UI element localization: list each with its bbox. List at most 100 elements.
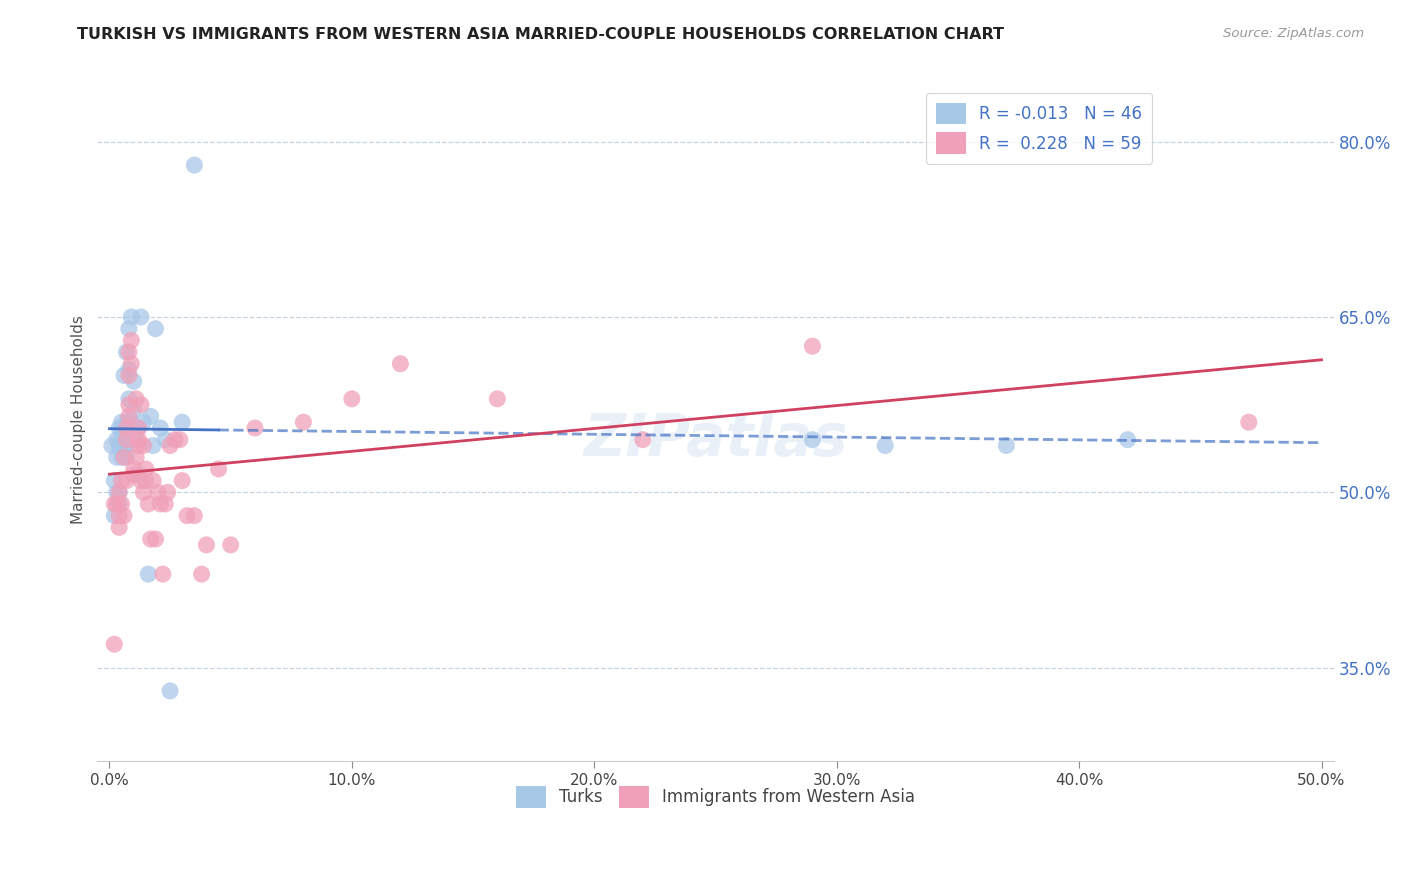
Point: [875, 438, 897, 452]
Point: [122, 403, 145, 417]
Point: [110, 415, 132, 429]
Point: [136, 567, 159, 582]
Point: [190, 567, 212, 582]
Point: [292, 415, 315, 429]
Point: [128, 421, 150, 435]
Point: [115, 415, 138, 429]
Point: [128, 438, 150, 452]
Point: [110, 421, 132, 435]
Point: [801, 433, 824, 447]
Point: [120, 334, 142, 348]
Point: [110, 433, 132, 447]
Point: [118, 368, 141, 383]
Point: [115, 433, 138, 447]
Point: [172, 474, 194, 488]
Point: [128, 467, 150, 482]
Point: [219, 538, 242, 552]
Point: [129, 398, 152, 412]
Point: [108, 508, 131, 523]
Legend: Turks, Immigrants from Western Asia: Turks, Immigrants from Western Asia: [509, 780, 922, 814]
Point: [118, 409, 141, 424]
Point: [108, 520, 131, 534]
Point: [183, 158, 205, 172]
Point: [152, 567, 174, 582]
Point: [155, 497, 177, 511]
Text: ZIPatlas: ZIPatlas: [583, 411, 848, 468]
Point: [136, 497, 159, 511]
Point: [118, 398, 141, 412]
Point: [132, 415, 155, 429]
Point: [112, 508, 135, 523]
Point: [110, 474, 132, 488]
Point: [128, 433, 150, 447]
Point: [1237, 415, 1260, 429]
Point: [115, 421, 138, 435]
Point: [159, 438, 181, 452]
Point: [120, 357, 142, 371]
Point: [118, 392, 141, 406]
Point: [115, 345, 138, 359]
Point: [115, 438, 138, 452]
Point: [112, 368, 135, 383]
Point: [135, 474, 157, 488]
Text: TURKISH VS IMMIGRANTS FROM WESTERN ASIA MARRIED-COUPLE HOUSEHOLDS CORRELATION CH: TURKISH VS IMMIGRANTS FROM WESTERN ASIA …: [77, 27, 1004, 42]
Point: [118, 321, 141, 335]
Point: [995, 438, 1018, 452]
Text: Source: ZipAtlas.com: Source: ZipAtlas.com: [1223, 27, 1364, 40]
Point: [145, 532, 167, 546]
Point: [103, 497, 125, 511]
Point: [101, 438, 124, 452]
Point: [103, 508, 125, 523]
Point: [115, 474, 138, 488]
Point: [486, 392, 509, 406]
Point: [118, 345, 141, 359]
Point: [129, 474, 152, 488]
Point: [112, 421, 135, 435]
Point: [112, 450, 135, 465]
Point: [110, 497, 132, 511]
Point: [207, 462, 229, 476]
Point: [105, 450, 128, 465]
Point: [108, 497, 131, 511]
Point: [195, 538, 218, 552]
Point: [159, 684, 181, 698]
Point: [176, 508, 198, 523]
Point: [172, 415, 194, 429]
Point: [122, 467, 145, 482]
Point: [125, 392, 148, 406]
Point: [122, 374, 145, 388]
Point: [108, 421, 131, 435]
Point: [112, 444, 135, 458]
Point: [108, 485, 131, 500]
Point: [149, 497, 172, 511]
Point: [389, 357, 412, 371]
Point: [103, 637, 125, 651]
Point: [155, 433, 177, 447]
Point: [105, 497, 128, 511]
Point: [145, 321, 167, 335]
Point: [129, 310, 152, 324]
Point: [103, 474, 125, 488]
Point: [156, 485, 179, 500]
Point: [110, 450, 132, 465]
Point: [139, 409, 162, 424]
Point: [146, 485, 169, 500]
Y-axis label: Married-couple Households: Married-couple Households: [72, 315, 86, 524]
Point: [105, 485, 128, 500]
Point: [108, 438, 131, 452]
Point: [183, 508, 205, 523]
Point: [135, 462, 157, 476]
Point: [105, 433, 128, 447]
Point: [631, 433, 654, 447]
Point: [142, 438, 165, 452]
Point: [169, 433, 191, 447]
Point: [801, 339, 824, 353]
Point: [142, 474, 165, 488]
Point: [132, 438, 155, 452]
Point: [125, 450, 148, 465]
Point: [340, 392, 363, 406]
Point: [149, 421, 172, 435]
Point: [108, 485, 131, 500]
Point: [115, 450, 138, 465]
Point: [120, 415, 142, 429]
